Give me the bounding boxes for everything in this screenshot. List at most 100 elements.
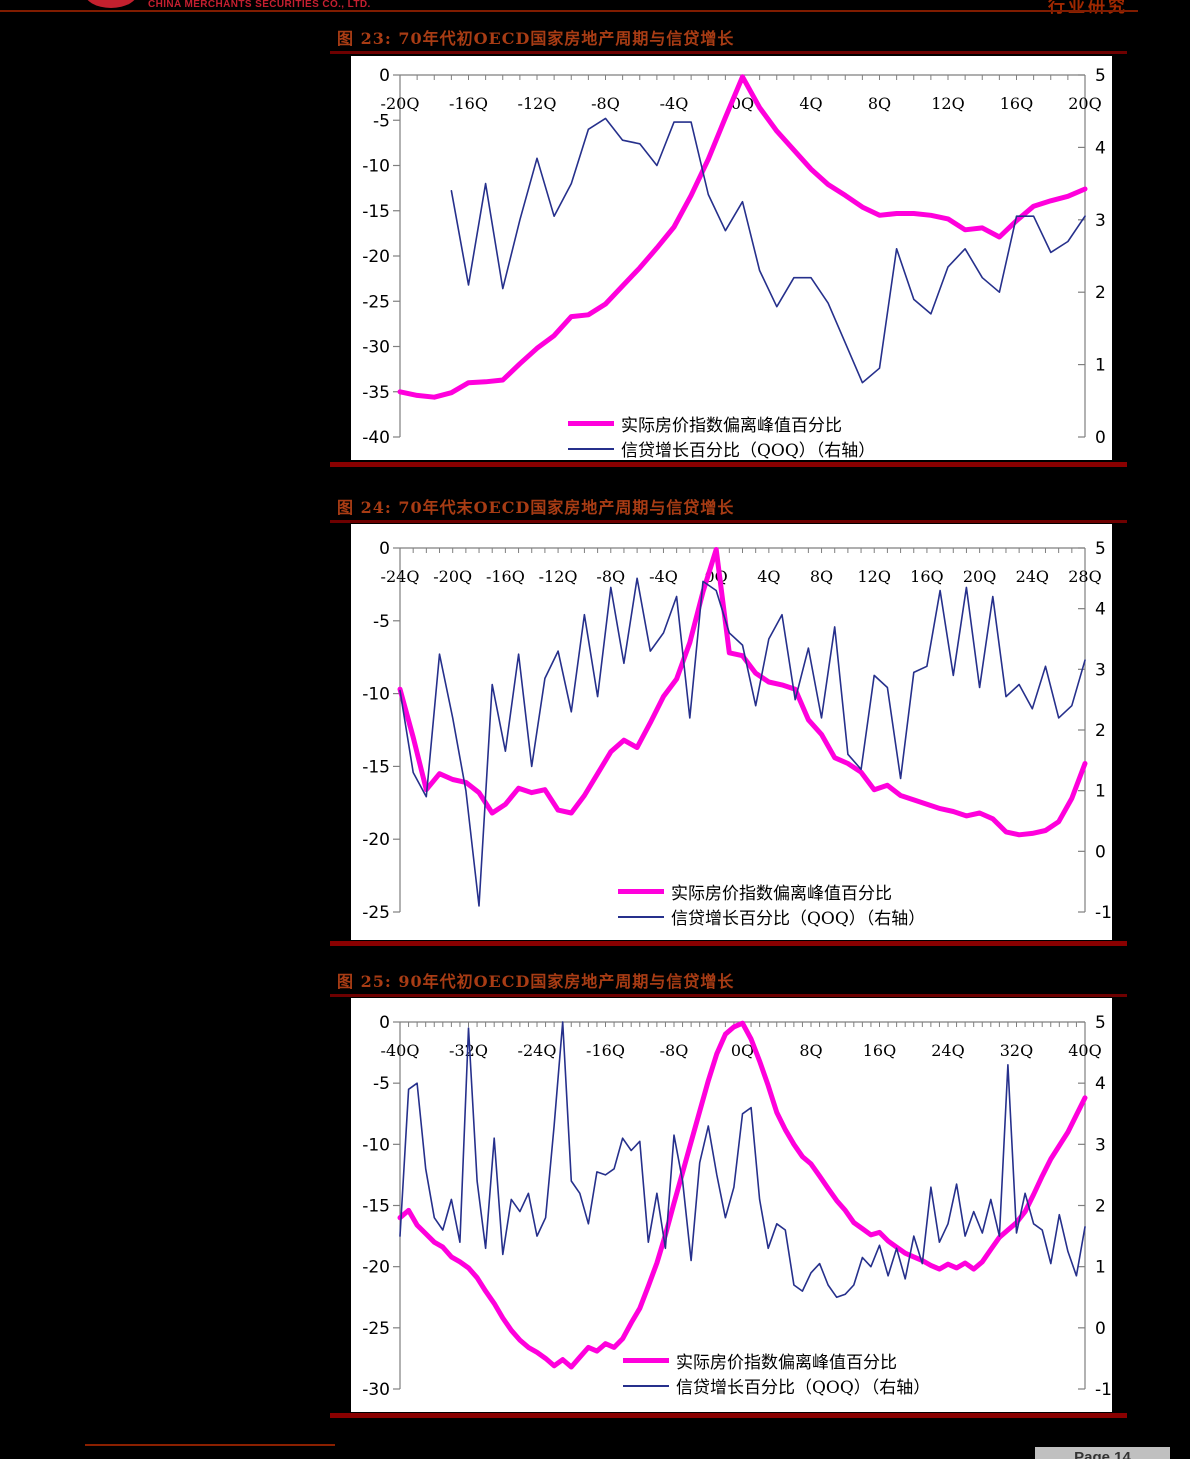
chart-24-bottom-bar [330,941,1127,946]
x-axis-label: -20Q [381,94,420,113]
chart-25-bottom-bar [330,1413,1127,1418]
credit-growth-line [399,1021,1086,1299]
x-axis-label: 8Q [799,1041,822,1060]
x-axis-label: 28Q [1068,567,1101,586]
right-axis-label: 3 [1095,211,1106,231]
x-axis-label: 4Q [757,567,780,586]
right-axis-label: -1 [1095,903,1112,923]
left-axis-label: -15 [362,202,390,222]
x-axis-label: -4Q [660,94,689,113]
chart-25-area: -40Q -32Q -24Q -16Q -8Q 0Q 8Q 16Q 24Q 32Q 40Q 0 -5 -1… [351,998,1112,1412]
left-axis-label: -30 [362,1380,390,1400]
chart-25-title-underline [330,994,1127,997]
x-axis-label: 20Q [963,567,996,586]
legend-label: 实际房价指数偏离峰值百分比 [671,884,892,904]
left-axis-label: -10 [362,1135,390,1155]
left-axis-label: 0 [379,66,390,86]
price-line-key-icon [568,421,614,426]
x-axis-label: 16Q [863,1041,896,1060]
left-axis-label: 0 [379,539,390,559]
right-axis-label: 4 [1095,600,1106,620]
x-axis-label: 12Q [857,567,890,586]
x-axis-label: 0Q [731,94,754,113]
x-axis-label: -4Q [649,567,678,586]
company-name: CHINA MERCHANTS SECURITIES CO., LTD. [148,0,371,10]
legend-item-price: 实际房价指数偏离峰值百分比 [618,879,925,904]
x-axis-label: 40Q [1068,1041,1101,1060]
x-axis-label: -8Q [596,567,625,586]
x-axis-label: 24Q [931,1041,964,1060]
legend-label: 实际房价指数偏离峰值百分比 [676,1353,897,1373]
left-axis-label: -40 [362,428,390,448]
left-axis-label: -25 [362,903,390,923]
x-axis-label: -12Q [518,94,557,113]
right-axis-label: 4 [1095,138,1106,158]
credit-growth-line [450,117,1086,384]
x-axis-label: -20Q [433,567,472,586]
left-axis-label: -20 [362,830,390,850]
page-number: Page 14 [1074,1449,1131,1459]
x-axis-label: -8Q [591,94,620,113]
left-axis-label: -5 [373,1074,390,1094]
x-axis-label: 20Q [1068,94,1101,113]
x-axis-label: 24Q [1016,567,1049,586]
price-line-key-icon [618,889,664,894]
chart-24-canvas: -24Q -20Q -16Q -12Q -8Q -4Q 0Q 4Q 8Q 12Q 16Q 20Q 24Q… [362,539,1112,923]
right-axis-label: -1 [1095,1380,1112,1400]
chart-24-title: 图 24: 70年代末OECD国家房地产周期与信贷增长 [337,498,735,517]
report-type-label: 行业研究 [1048,0,1128,17]
right-axis-label: 4 [1095,1074,1106,1094]
chart-23-canvas: -20Q -16Q -12Q -8Q -4Q 0Q 4Q 8Q 12Q 16Q 20Q 0 -5 -10 -… [362,66,1106,448]
right-axis-label: 0 [1095,1319,1106,1339]
chart-23-bottom-bar [330,462,1127,467]
right-axis-label: 3 [1095,660,1106,680]
footer-rule [85,1444,335,1446]
x-axis-label: 8Q [810,567,833,586]
x-axis-label: 4Q [799,94,822,113]
price-line-key-icon [623,1358,669,1363]
right-axis-label: 5 [1095,539,1106,559]
credit-line-key-icon [623,1384,669,1387]
header-rule [0,10,1138,12]
right-axis-label: 2 [1095,1197,1106,1217]
x-axis-label: -24Q [518,1041,557,1060]
chart-23-area: -20Q -16Q -12Q -8Q -4Q 0Q 4Q 8Q 12Q 16Q 20Q 0 -5 -10 -… [351,56,1112,461]
chart-25-legend: 实际房价指数偏离峰值百分比 信贷增长百分比（QOQ）（右轴） [623,1348,930,1398]
legend-label: 信贷增长百分比（QOQ）（右轴） [671,909,926,929]
chart-23-title-underline [330,51,1127,54]
x-axis-label: -16Q [586,1041,625,1060]
chart-24-area: -24Q -20Q -16Q -12Q -8Q -4Q 0Q 4Q 8Q 12Q 16Q 20Q 24Q… [351,524,1112,940]
left-axis-label: -25 [362,1319,390,1339]
x-axis-label: -40Q [381,1041,420,1060]
right-axis-label: 1 [1095,356,1106,376]
x-axis-label: 0Q [731,1041,754,1060]
right-axis-label: 3 [1095,1135,1106,1155]
x-axis-label: -16Q [449,94,488,113]
x-axis-label: 32Q [1000,1041,1033,1060]
x-axis-label: -16Q [486,567,525,586]
right-axis-label: 5 [1095,66,1106,86]
legend-label: 信贷增长百分比（QOQ）（右轴） [621,441,876,461]
x-axis-label: 16Q [910,567,943,586]
x-axis-label: -32Q [449,1041,488,1060]
right-axis-label: 2 [1095,283,1106,303]
legend-item-credit: 信贷增长百分比（QOQ）（右轴） [618,904,925,929]
left-axis-label: 0 [379,1013,390,1033]
credit-line-key-icon [568,447,614,450]
right-axis-label: 2 [1095,721,1106,741]
left-axis-label: -15 [362,757,390,777]
left-axis-label: -25 [362,292,390,312]
page-number-box: Page 14 [1035,1447,1170,1459]
cms-logo-icon [84,0,138,8]
x-axis-label: -8Q [660,1041,689,1060]
legend-label: 信贷增长百分比（QOQ）（右轴） [676,1378,931,1398]
legend-item-credit: 信贷增长百分比（QOQ）（右轴） [623,1373,930,1398]
x-axis-label: -24Q [381,567,420,586]
right-axis-label: 5 [1095,1013,1106,1033]
legend-item-price: 实际房价指数偏离峰值百分比 [623,1348,930,1373]
left-axis-label: -30 [362,338,390,358]
chart-25-title: 图 25: 90年代初OECD国家房地产周期与信贷增长 [337,972,735,991]
credit-growth-line [399,577,1086,907]
chart-24-title-underline [330,520,1127,523]
